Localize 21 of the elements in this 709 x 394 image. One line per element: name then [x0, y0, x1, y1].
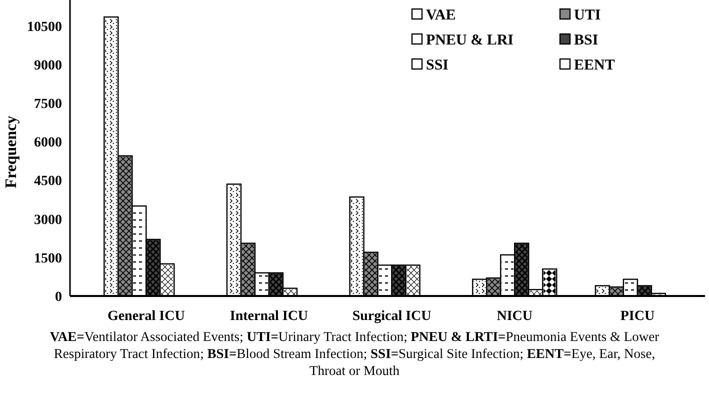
- legend-label: BSI: [574, 32, 598, 48]
- y-tick-label: 10500: [27, 20, 62, 35]
- y-tick-label: 1500: [34, 251, 62, 266]
- legend-label: SSI: [426, 57, 449, 74]
- legend-label: EENT: [574, 57, 615, 74]
- y-axis-title: Frequency: [3, 116, 20, 188]
- x-tick-label: NICU: [496, 309, 533, 324]
- y-tick-label: 9000: [34, 58, 62, 74]
- y-tick-label: 7500: [34, 97, 62, 112]
- x-tick-label: Surgical ICU: [352, 309, 432, 324]
- y-tick-label: 4500: [34, 174, 62, 190]
- legend-label: UTI: [574, 7, 601, 24]
- y-tick-label: 6000: [34, 136, 62, 151]
- legend-label: VAE: [426, 7, 456, 24]
- x-tick-label: Internal ICU: [230, 309, 308, 324]
- x-tick-label: General ICU: [107, 309, 185, 324]
- y-tick-label: 0: [55, 290, 62, 305]
- x-tick-label: PICU: [620, 309, 655, 324]
- y-tick-label: 3000: [34, 212, 62, 228]
- text: VAE=Ventilator Associated Events; UTI=Urinary Tract Infection; PNEU & LRTI=Pneumonia Events & Lower Respiratory Tract Infection; BSI=Blood Stream Infection; SSI=Surgical Site Infection; EENT=Eye, Ear, Nose, Throat or Mouth: [50, 329, 660, 378]
- legend-label: PNEU & LRI: [426, 32, 514, 48]
